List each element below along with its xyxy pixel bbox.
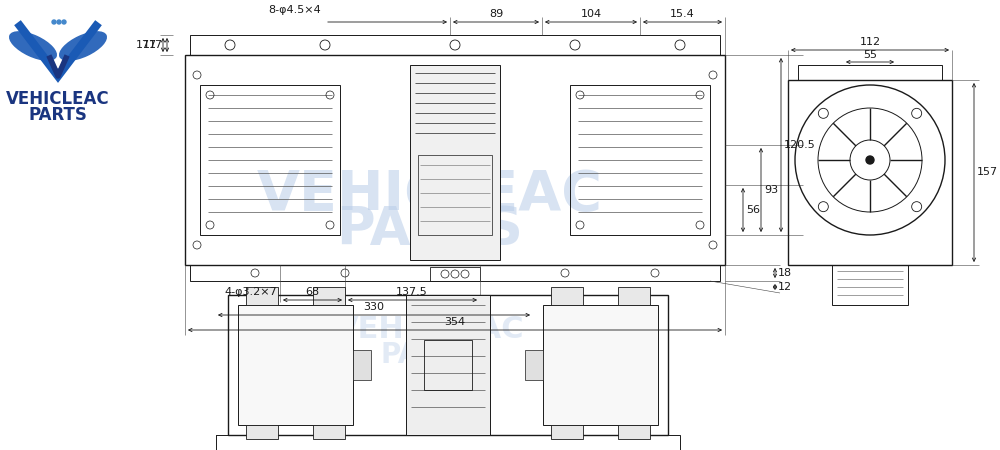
- Bar: [190, 35, 720, 55]
- Bar: [238, 305, 353, 425]
- Circle shape: [52, 20, 56, 24]
- Bar: [313, 425, 345, 439]
- Text: VEHICLEAC: VEHICLEAC: [257, 168, 603, 222]
- Text: 17: 17: [136, 40, 150, 50]
- Text: 112: 112: [859, 37, 881, 47]
- Circle shape: [866, 156, 874, 164]
- Bar: [551, 425, 583, 439]
- Bar: [185, 55, 725, 265]
- Text: 17: 17: [143, 40, 157, 50]
- Text: 68: 68: [305, 287, 319, 297]
- Bar: [353, 350, 371, 380]
- Text: 120.5: 120.5: [784, 140, 816, 150]
- Bar: [246, 425, 278, 439]
- Text: VEHICLEAC: VEHICLEAC: [6, 90, 110, 108]
- Bar: [424, 340, 472, 390]
- Text: 15.4: 15.4: [670, 9, 695, 19]
- Bar: [798, 65, 942, 80]
- Circle shape: [62, 20, 66, 24]
- Bar: [525, 350, 543, 380]
- Bar: [406, 295, 490, 435]
- Text: 4-φ3.2×7: 4-φ3.2×7: [224, 287, 277, 297]
- Bar: [228, 295, 668, 435]
- Bar: [430, 267, 480, 281]
- Text: 93: 93: [764, 185, 778, 195]
- Bar: [618, 287, 650, 305]
- Text: 354: 354: [444, 317, 466, 327]
- Text: 8-φ4.5×4: 8-φ4.5×4: [269, 5, 321, 15]
- Text: 330: 330: [364, 302, 384, 312]
- Bar: [190, 265, 720, 281]
- Text: 89: 89: [489, 9, 503, 19]
- Bar: [200, 85, 340, 235]
- Text: PARTS: PARTS: [29, 106, 87, 124]
- Bar: [832, 265, 908, 305]
- Ellipse shape: [59, 31, 107, 61]
- Bar: [570, 85, 710, 235]
- Bar: [418, 155, 492, 235]
- Text: 104: 104: [580, 9, 602, 19]
- Bar: [246, 287, 278, 305]
- Text: 157: 157: [977, 167, 998, 177]
- Text: PARTS: PARTS: [337, 204, 523, 256]
- Bar: [618, 425, 650, 439]
- Text: 55: 55: [863, 50, 877, 60]
- Bar: [313, 287, 345, 305]
- Bar: [551, 287, 583, 305]
- Text: 17: 17: [149, 40, 163, 50]
- Ellipse shape: [9, 31, 57, 61]
- Bar: [410, 65, 500, 260]
- Circle shape: [57, 20, 61, 24]
- Text: 137.5: 137.5: [396, 287, 428, 297]
- Bar: [543, 305, 658, 425]
- Text: PARTS: PARTS: [381, 341, 479, 369]
- Text: 56: 56: [746, 205, 760, 215]
- Bar: [788, 80, 952, 265]
- Text: 18: 18: [778, 268, 792, 278]
- Text: 12: 12: [778, 282, 792, 292]
- Bar: [216, 435, 680, 450]
- Text: VEHICLEAC: VEHICLEAC: [335, 315, 525, 345]
